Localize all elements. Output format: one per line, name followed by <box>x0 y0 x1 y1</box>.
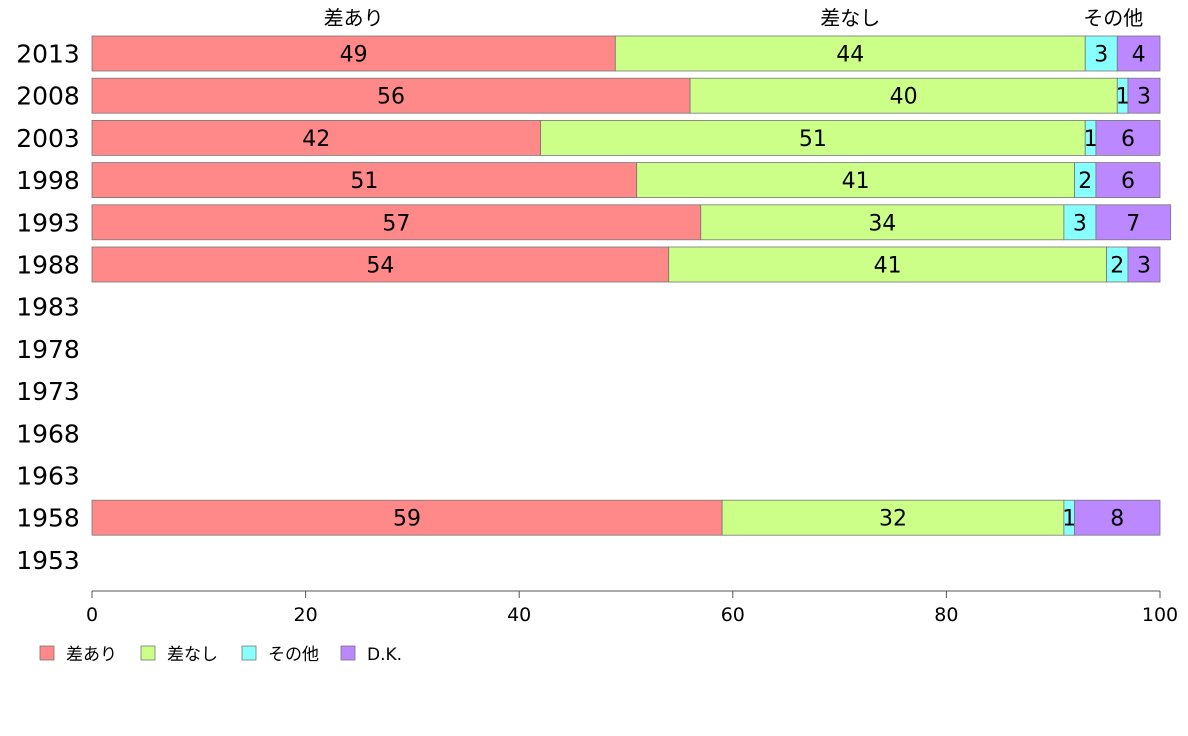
bar-segment <box>91 120 541 156</box>
bar-segment <box>1063 204 1097 241</box>
bar-value-label: 3 <box>1094 43 1108 68</box>
y-tick-label: 2008 <box>16 82 80 111</box>
legend-swatch <box>241 645 257 661</box>
bar-segment <box>91 499 723 536</box>
top-series-label: その他 <box>1083 6 1143 30</box>
bar-segment <box>1084 35 1118 72</box>
bar-segment <box>689 77 1118 114</box>
bar-value-label: 4 <box>1132 43 1146 68</box>
y-tick-label: 2003 <box>16 124 80 153</box>
bar-value-label: 56 <box>377 85 405 110</box>
bar-value-label: 8 <box>1110 507 1124 532</box>
bar-segment <box>1127 246 1161 283</box>
bar-value-label: 6 <box>1121 169 1135 194</box>
bar-value-label: 7 <box>1126 211 1140 236</box>
bar-segment <box>721 499 1065 536</box>
x-tick-label: 100 <box>1142 604 1178 626</box>
y-tick-label: 1958 <box>16 504 80 533</box>
bar-segment <box>1127 77 1161 114</box>
bar-value-label: 2 <box>1078 169 1092 194</box>
bar-value-label: 51 <box>350 169 378 194</box>
bar-value-label: 49 <box>340 43 368 68</box>
y-tick-label: 1988 <box>16 251 80 280</box>
x-tick-label: 0 <box>86 604 98 626</box>
bar-segment <box>91 77 691 114</box>
bar-value-label: 2 <box>1110 254 1124 279</box>
bar-segment <box>1095 204 1172 241</box>
bar-value-label: 54 <box>366 254 394 279</box>
y-tick-label: 1993 <box>16 208 80 237</box>
legend-label: その他 <box>268 645 319 665</box>
y-tick-label: 1978 <box>16 335 80 364</box>
bar-value-label: 1 <box>1084 127 1098 152</box>
y-tick-label: 1968 <box>16 419 80 448</box>
legend-label: 差なし <box>167 645 218 665</box>
bar-segment <box>636 162 1075 199</box>
bar-value-label: 51 <box>799 127 827 152</box>
bar-segment <box>1095 120 1161 156</box>
bar-segment <box>1116 35 1161 72</box>
x-tick-label: 80 <box>934 604 958 626</box>
bar-segment <box>91 204 702 241</box>
bar-segment <box>1095 162 1161 199</box>
y-tick-label: 1998 <box>16 166 80 195</box>
y-tick-label: 1983 <box>16 293 80 322</box>
bar-value-label: 3 <box>1073 211 1087 236</box>
bar-value-label: 32 <box>879 507 907 532</box>
bar-segment <box>1074 499 1161 536</box>
bar-value-label: 57 <box>382 211 410 236</box>
bar-value-label: 40 <box>890 85 918 110</box>
legend-label: 差あり <box>66 645 117 665</box>
bar-segment <box>614 35 1086 72</box>
x-tick-label: 20 <box>294 604 318 626</box>
x-tick-label: 60 <box>721 604 745 626</box>
legend-swatch <box>340 645 356 661</box>
y-tick-label: 1963 <box>16 462 80 491</box>
bar-value-label: 34 <box>868 211 896 236</box>
bar-value-label: 1 <box>1062 507 1076 532</box>
bar-value-label: 42 <box>302 127 330 152</box>
bar-segment <box>668 246 1107 283</box>
bar-value-label: 6 <box>1121 127 1135 152</box>
bar-segment <box>91 35 616 72</box>
legend-swatch <box>39 645 55 661</box>
bar-segment <box>700 204 1065 241</box>
legend-label: D.K. <box>367 645 402 665</box>
y-tick-label: 2013 <box>16 40 80 69</box>
bar-value-label: 41 <box>874 254 902 279</box>
legend-swatch <box>140 645 156 661</box>
top-series-label: 差なし <box>820 6 880 30</box>
bar-value-label: 41 <box>842 169 870 194</box>
bar-value-label: 3 <box>1137 85 1151 110</box>
bar-value-label: 44 <box>836 43 864 68</box>
y-tick-label: 1953 <box>16 546 80 575</box>
bar-value-label: 1 <box>1116 85 1130 110</box>
top-series-label: 差あり <box>324 6 384 30</box>
bar-value-label: 59 <box>393 507 421 532</box>
bar-segment <box>91 162 638 199</box>
bar-segment <box>540 120 1086 156</box>
y-tick-label: 1973 <box>16 377 80 406</box>
bar-value-label: 3 <box>1137 254 1151 279</box>
x-tick-label: 40 <box>507 604 531 626</box>
